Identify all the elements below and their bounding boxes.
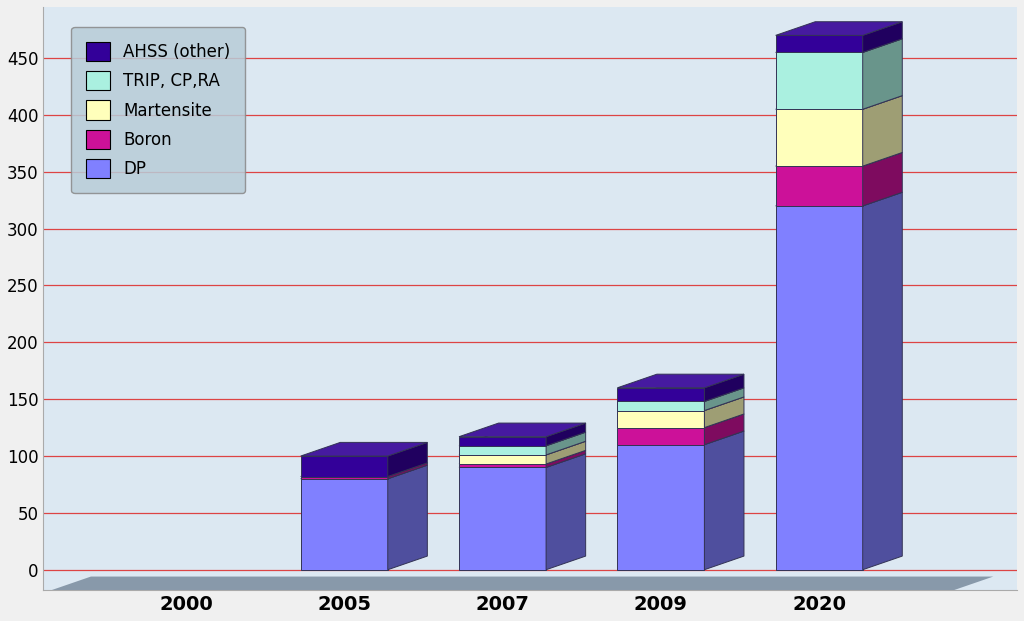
Polygon shape	[617, 401, 705, 410]
Polygon shape	[459, 423, 586, 437]
Polygon shape	[705, 431, 744, 569]
Polygon shape	[617, 374, 744, 388]
Polygon shape	[862, 153, 902, 206]
Polygon shape	[775, 153, 902, 166]
Polygon shape	[459, 442, 586, 455]
Polygon shape	[617, 397, 744, 410]
Polygon shape	[862, 96, 902, 166]
Polygon shape	[775, 109, 862, 166]
Polygon shape	[617, 410, 705, 428]
Polygon shape	[546, 454, 586, 569]
Polygon shape	[775, 35, 862, 52]
Polygon shape	[617, 428, 705, 445]
Polygon shape	[546, 442, 586, 464]
Polygon shape	[617, 445, 705, 569]
Polygon shape	[775, 96, 902, 109]
Polygon shape	[459, 437, 546, 446]
Polygon shape	[862, 22, 902, 52]
Polygon shape	[775, 22, 902, 35]
Polygon shape	[617, 388, 705, 401]
Polygon shape	[617, 431, 744, 445]
Polygon shape	[862, 193, 902, 569]
Polygon shape	[388, 442, 427, 476]
Polygon shape	[459, 450, 586, 464]
Polygon shape	[388, 463, 427, 479]
Polygon shape	[705, 388, 744, 410]
Polygon shape	[301, 442, 427, 456]
Polygon shape	[775, 193, 902, 206]
Polygon shape	[617, 414, 744, 428]
Polygon shape	[301, 479, 388, 569]
Polygon shape	[546, 423, 586, 446]
Polygon shape	[459, 432, 586, 446]
Polygon shape	[459, 446, 546, 455]
Polygon shape	[775, 52, 862, 109]
Polygon shape	[51, 24, 1001, 569]
Polygon shape	[301, 476, 388, 479]
Polygon shape	[459, 468, 546, 569]
Polygon shape	[459, 455, 546, 464]
Polygon shape	[705, 397, 744, 428]
Polygon shape	[459, 454, 586, 468]
Polygon shape	[546, 450, 586, 468]
Polygon shape	[51, 576, 993, 590]
Polygon shape	[775, 39, 902, 52]
Polygon shape	[705, 374, 744, 401]
Polygon shape	[775, 206, 862, 569]
Polygon shape	[459, 464, 546, 468]
Polygon shape	[301, 463, 427, 476]
Legend: AHSS (other), TRIP, CP,RA, Martensite, Boron, DP: AHSS (other), TRIP, CP,RA, Martensite, B…	[72, 27, 245, 193]
Polygon shape	[775, 166, 862, 206]
Polygon shape	[617, 388, 744, 401]
Polygon shape	[301, 456, 388, 476]
Polygon shape	[546, 432, 586, 455]
Polygon shape	[862, 39, 902, 109]
Polygon shape	[705, 414, 744, 445]
Polygon shape	[388, 465, 427, 569]
Polygon shape	[301, 465, 427, 479]
